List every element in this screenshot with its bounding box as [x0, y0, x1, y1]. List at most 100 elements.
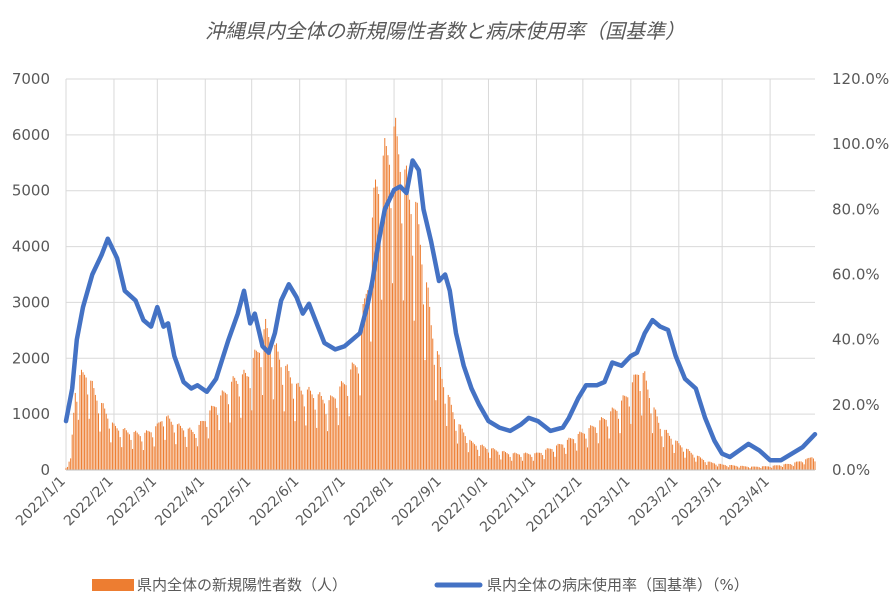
bar-new-cases — [814, 461, 816, 470]
bar-new-cases — [684, 457, 686, 470]
bar-new-cases — [446, 425, 448, 470]
bar-new-cases — [529, 454, 531, 470]
bar-new-cases — [730, 464, 732, 470]
bar-new-cases — [788, 463, 790, 470]
bar-new-cases — [399, 171, 401, 470]
bar-new-cases — [789, 464, 791, 470]
bar-new-cases — [744, 466, 746, 470]
bar-new-cases — [594, 427, 596, 470]
bar-new-cases — [500, 459, 502, 470]
line-bed-occupancy — [63, 158, 818, 463]
bar-new-cases — [443, 387, 445, 470]
bar-new-cases — [655, 409, 657, 470]
x-axis-tick-label: 2023/4/1 — [717, 474, 773, 530]
bar-new-cases — [458, 424, 460, 470]
bar-new-cases — [192, 431, 194, 470]
bar-new-cases — [407, 185, 409, 470]
bar-new-cases — [800, 461, 802, 470]
bar-new-cases — [173, 432, 175, 470]
bar-new-cases — [334, 398, 336, 470]
bar-new-cases — [133, 432, 135, 470]
bar-new-cases — [218, 430, 220, 470]
bar-new-cases — [771, 467, 773, 470]
bar-new-cases — [356, 367, 358, 470]
bar-new-cases — [718, 463, 720, 470]
bar-new-cases — [749, 468, 751, 470]
bar-new-cases — [77, 419, 79, 470]
bar-new-cases — [164, 439, 166, 470]
bar-new-cases — [562, 444, 564, 470]
bar-new-cases — [576, 450, 578, 470]
bar-new-cases — [475, 445, 477, 470]
bar-new-cases — [656, 416, 658, 470]
bar-new-cases — [190, 429, 192, 470]
bar-new-cases — [518, 454, 520, 470]
bar-new-cases — [119, 437, 121, 470]
bar-new-cases — [88, 418, 90, 470]
bar-new-cases — [449, 397, 451, 470]
bar-new-cases — [556, 445, 558, 470]
bar-new-cases — [520, 456, 522, 470]
bar-new-cases — [246, 376, 248, 470]
legend-label-bed-occupancy: 県内全体の病床使用率（国基準）（%） — [487, 576, 749, 594]
bar-new-cases — [670, 438, 672, 470]
bar-new-cases — [147, 430, 149, 470]
bar-new-cases — [258, 352, 260, 470]
bar-new-cases — [720, 463, 722, 470]
bar-new-cases — [511, 460, 513, 470]
bar-new-cases — [743, 466, 745, 470]
bar-new-cases — [545, 449, 547, 470]
bar-new-cases — [491, 448, 493, 470]
bar-new-cases — [184, 436, 186, 470]
bar-new-cases — [461, 428, 463, 470]
bar-new-cases — [489, 457, 491, 470]
bar-new-cases — [418, 224, 420, 470]
bar-new-cases — [297, 382, 299, 470]
bar-new-cases — [689, 451, 691, 470]
bar-new-cases — [783, 464, 785, 470]
bar-new-cases — [678, 443, 680, 470]
bar-new-cases — [659, 428, 661, 470]
bar-new-cases — [209, 410, 211, 470]
bar-new-cases — [661, 436, 663, 470]
bar-new-cases — [125, 430, 127, 470]
bar-new-cases — [682, 451, 684, 470]
x-axis: 2022/1/12022/2/12022/3/12022/4/12022/5/1… — [13, 469, 815, 536]
bar-new-cases — [704, 462, 706, 470]
bar-new-cases — [695, 461, 697, 470]
bar-new-cases — [203, 420, 205, 470]
bar-new-cases — [176, 424, 178, 470]
bar-new-cases — [703, 459, 705, 470]
bar-new-cases — [158, 422, 160, 470]
bar-new-cases — [396, 136, 398, 470]
right-axis-tick-label: 100.0% — [832, 135, 889, 153]
bar-new-cases — [652, 433, 654, 470]
bar-new-cases — [566, 439, 568, 470]
bar-new-cases — [707, 461, 709, 470]
bar-new-cases — [313, 398, 315, 470]
bar-new-cases — [752, 466, 754, 470]
bar-new-cases — [430, 325, 432, 470]
bar-new-cases — [494, 449, 496, 470]
bar-new-cases — [534, 453, 536, 470]
bar-new-cases — [645, 380, 647, 470]
bar-new-cases — [206, 426, 208, 470]
bar-new-cases — [234, 377, 236, 470]
bar-new-cases — [537, 452, 539, 470]
bar-new-cases — [619, 433, 621, 470]
bar-new-cases — [785, 463, 787, 470]
bar-new-cases — [470, 440, 472, 470]
bar-new-cases — [757, 466, 759, 470]
bar-new-cases — [514, 452, 516, 470]
bar-new-cases — [271, 367, 273, 470]
bar-new-cases — [274, 344, 276, 470]
bar-new-cases — [543, 459, 545, 470]
bar-new-cases — [128, 434, 130, 470]
bar-new-cases — [186, 446, 188, 470]
x-axis-tick-label: 2022/8/1 — [341, 474, 397, 530]
bar-new-cases — [286, 364, 288, 470]
bar-new-cases — [647, 389, 649, 470]
legend: 県内全体の新規陽性者数（人） 県内全体の病床使用率（国基準）（%） — [92, 576, 749, 594]
bar-new-cases — [483, 446, 485, 470]
bar-new-cases — [441, 378, 443, 470]
